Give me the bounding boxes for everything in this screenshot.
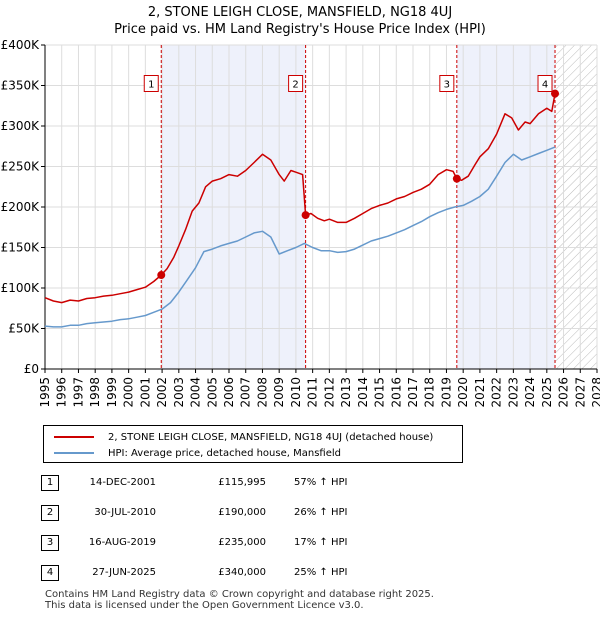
x-tick-label: 2012 [322,377,336,408]
y-tick-label: £50K [8,322,40,336]
sale-hpi: 57% ↑ HPI [294,477,348,488]
x-tick-label: 2009 [272,377,286,408]
sale-price: £115,995 [218,477,266,488]
legend-swatch-price [54,436,94,438]
x-tick-label: 2025 [540,377,554,408]
y-tick-label: £350K [1,79,41,93]
x-tick-label: 2000 [122,377,136,408]
x-tick-label: 2014 [356,377,370,408]
x-tick-label: 2016 [389,377,403,408]
y-tick-label: £150K [1,241,41,255]
sale-badge-3 [439,75,455,92]
x-tick-label: 2022 [490,377,504,408]
x-tick-label: 2006 [222,377,236,408]
x-tick-label: 2015 [373,377,387,408]
y-tick-label: £200K [1,200,41,214]
sale-row: 1 14-DEC-2001 £115,995 57% ↑ HPI [0,472,600,494]
legend: 2, STONE LEIGH CLOSE, MANSFIELD, NG18 4U… [43,425,463,463]
sale-number: 4 [41,565,59,581]
x-tick-label: 2005 [205,377,219,408]
x-tick-label: 2011 [306,377,320,408]
x-tick-label: 2007 [239,377,253,408]
sale-point-1 [157,271,166,280]
x-tick-label: 2008 [255,377,269,408]
sale-hpi: 17% ↑ HPI [294,537,348,548]
x-tick-label: 2019 [439,377,453,408]
footer-line2: This data is licensed under the Open Gov… [45,600,364,611]
x-tick-label: 1999 [105,377,119,408]
sale-point-3 [452,174,461,183]
price-chart: 2, STONE LEIGH CLOSE, MANSFIELD, NG18 4U… [1,5,600,408]
x-tick-label: 2024 [523,377,537,408]
x-tick-label: 2026 [557,377,571,408]
x-tick-label: 2004 [189,377,203,408]
x-tick-label: 2003 [172,377,186,408]
legend-item-hpi: HPI: Average price, detached house, Mans… [54,445,341,461]
x-tick-label: 2018 [423,377,437,408]
sale-point-2 [301,211,310,220]
sale-hpi: 26% ↑ HPI [294,507,348,518]
sale-number: 2 [41,505,59,521]
x-tick-label: 2001 [138,377,152,408]
x-tick-label: 1995 [38,377,52,408]
sale-hpi: 25% ↑ HPI [294,567,348,578]
y-tick-label: £400K [1,38,41,52]
sale-date: 16-AUG-2019 [88,537,156,548]
y-tick-label: £0 [24,362,39,376]
x-tick-label: 2021 [473,377,487,408]
sale-number: 3 [41,535,59,551]
sale-row: 2 30-JUL-2010 £190,000 26% ↑ HPI [0,502,600,524]
legend-swatch-hpi [54,452,94,454]
y-tick-label: £100K [1,281,41,295]
sale-badge-label-1: 1 [148,80,154,91]
y-tick-label: £300K [1,119,41,133]
legend-label-hpi: HPI: Average price, detached house, Mans… [108,447,341,459]
x-tick-label: 1997 [71,377,85,408]
x-tick-label: 2002 [155,377,169,408]
y-tick-label: £250K [1,160,41,174]
sale-row: 3 16-AUG-2019 £235,000 17% ↑ HPI [0,532,600,554]
chart-title-line2: Price paid vs. HM Land Registry's House … [114,22,486,37]
sale-badge-1 [143,75,159,92]
sale-date: 14-DEC-2001 [89,477,156,488]
chart-title-line1: 2, STONE LEIGH CLOSE, MANSFIELD, NG18 4U… [148,5,452,20]
x-tick-label: 2028 [590,377,600,408]
sale-price: £190,000 [218,507,266,518]
x-tick-label: 2023 [506,377,520,408]
sale-badge-4 [537,75,553,92]
footer-line1: Contains HM Land Registry data © Crown c… [45,589,434,600]
x-tick-label: 2013 [339,377,353,408]
x-tick-label: 2027 [573,377,587,408]
sale-price: £235,000 [218,537,266,548]
legend-label-price: 2, STONE LEIGH CLOSE, MANSFIELD, NG18 4U… [108,431,434,443]
sale-row: 4 27-JUN-2025 £340,000 25% ↑ HPI [0,562,600,584]
sale-date: 27-JUN-2025 [92,567,156,578]
sale-point-4 [551,89,560,98]
x-tick-label: 1996 [55,377,69,408]
x-tick-label: 2010 [289,377,303,408]
x-tick-label: 1998 [88,377,102,408]
x-tick-label: 2020 [456,377,470,408]
sale-date: 30-JUL-2010 [94,507,156,518]
x-tick-label: 2017 [406,377,420,408]
sale-badge-2 [288,75,304,92]
sale-badge-label-3: 3 [444,80,450,91]
sale-badge-label-4: 4 [542,80,548,91]
sale-number: 1 [41,475,59,491]
sale-badge-label-2: 2 [292,80,298,91]
sale-price: £340,000 [218,567,266,578]
footer: Contains HM Land Registry data © Crown c… [45,589,434,611]
hpi-line [44,146,556,328]
legend-item-price: 2, STONE LEIGH CLOSE, MANSFIELD, NG18 4U… [54,429,433,445]
